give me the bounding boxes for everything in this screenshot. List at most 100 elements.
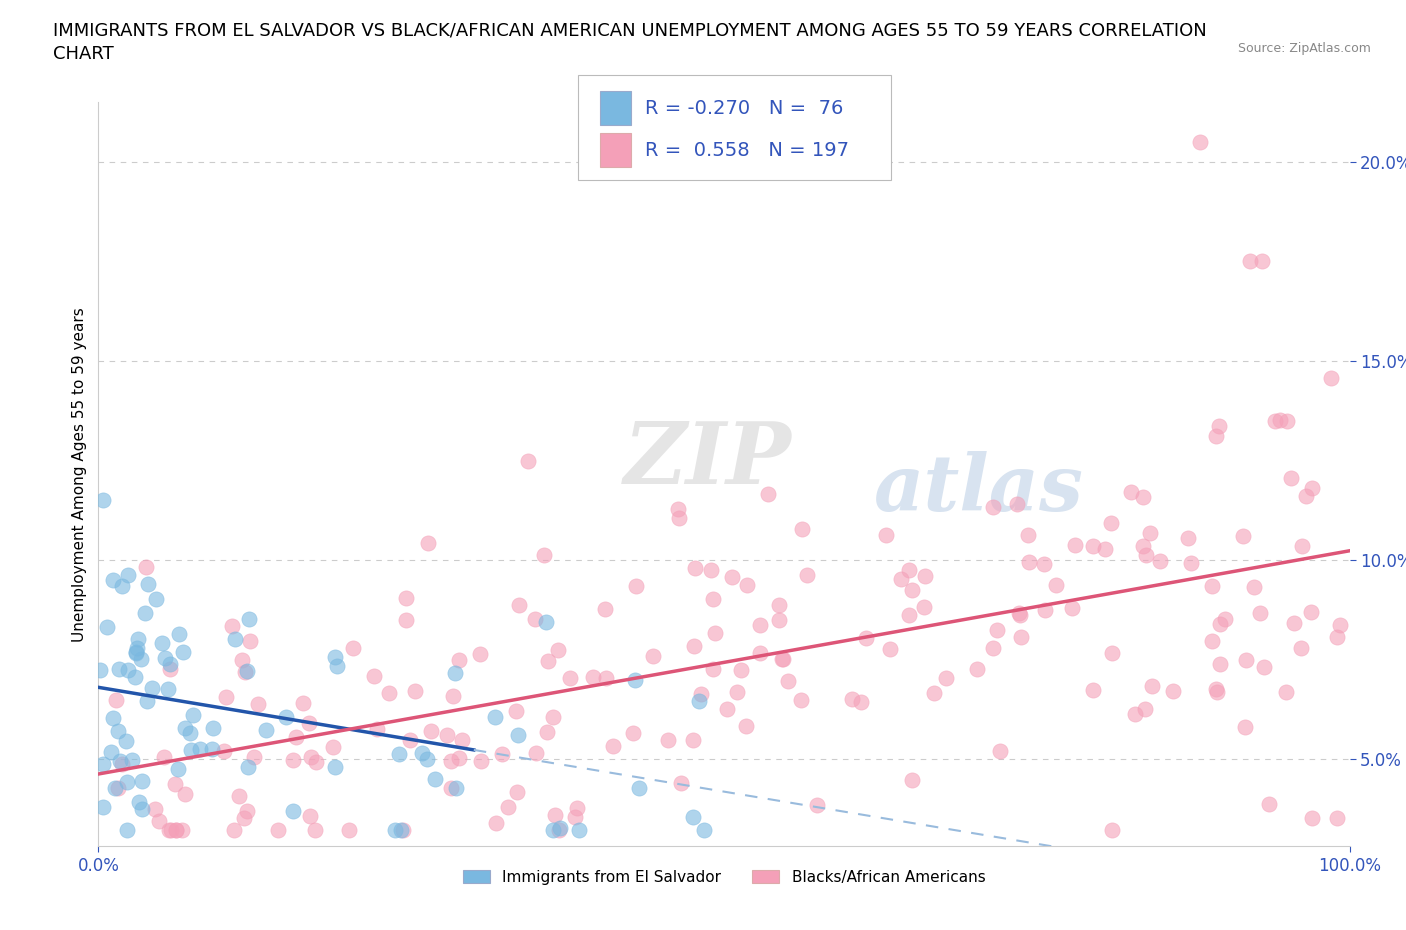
Point bbox=[768, 613, 790, 628]
Point bbox=[394, 613, 416, 628]
Point bbox=[1188, 135, 1211, 150]
Point bbox=[135, 560, 157, 575]
Point bbox=[595, 671, 617, 685]
Point bbox=[283, 752, 305, 767]
Point bbox=[160, 823, 183, 838]
Point bbox=[900, 773, 922, 788]
Point bbox=[624, 578, 647, 593]
Point bbox=[436, 728, 458, 743]
Point bbox=[156, 681, 179, 696]
Point bbox=[602, 738, 624, 753]
Point bbox=[107, 724, 129, 738]
Point bbox=[103, 573, 125, 588]
Point bbox=[165, 823, 187, 838]
Point bbox=[440, 754, 463, 769]
Point bbox=[1101, 645, 1123, 660]
Point bbox=[1249, 606, 1271, 621]
Point bbox=[748, 645, 770, 660]
Point bbox=[1320, 370, 1343, 385]
Point bbox=[506, 784, 529, 799]
Point bbox=[228, 789, 250, 804]
Point bbox=[988, 743, 1011, 758]
Point bbox=[231, 653, 253, 668]
Point bbox=[238, 759, 260, 774]
Point bbox=[298, 715, 321, 730]
Point bbox=[1205, 429, 1227, 444]
Point bbox=[1201, 578, 1223, 593]
Point bbox=[404, 684, 426, 698]
Point bbox=[114, 733, 136, 748]
Point bbox=[117, 775, 139, 790]
Point bbox=[155, 651, 177, 666]
Point bbox=[1132, 538, 1154, 553]
Point bbox=[849, 695, 872, 710]
Point bbox=[93, 757, 115, 772]
Point bbox=[125, 645, 148, 660]
Point bbox=[441, 689, 464, 704]
Point bbox=[1180, 556, 1202, 571]
Point bbox=[416, 751, 439, 766]
Point bbox=[107, 661, 129, 676]
Point bbox=[524, 611, 547, 626]
Point bbox=[267, 823, 290, 838]
Point bbox=[131, 773, 153, 788]
Point bbox=[690, 686, 713, 701]
Point bbox=[388, 747, 411, 762]
Point bbox=[440, 780, 463, 795]
Point bbox=[188, 741, 211, 756]
Point bbox=[725, 684, 748, 699]
Point bbox=[1233, 720, 1256, 735]
Point bbox=[128, 794, 150, 809]
Point bbox=[796, 568, 818, 583]
Point bbox=[284, 729, 307, 744]
Point bbox=[1264, 413, 1286, 428]
Point bbox=[1326, 811, 1348, 826]
Point bbox=[1251, 254, 1274, 269]
Point bbox=[720, 569, 742, 584]
Point bbox=[233, 665, 256, 680]
Point bbox=[127, 631, 149, 646]
Point bbox=[111, 756, 134, 771]
Point bbox=[1060, 601, 1083, 616]
Point bbox=[1258, 796, 1281, 811]
Point bbox=[451, 733, 474, 748]
Point bbox=[1326, 630, 1348, 644]
Point bbox=[157, 823, 180, 838]
Point bbox=[91, 800, 114, 815]
Point bbox=[107, 781, 129, 796]
Point bbox=[111, 578, 134, 593]
Point bbox=[337, 823, 360, 838]
Point bbox=[890, 571, 912, 586]
Point bbox=[131, 802, 153, 817]
Point bbox=[1149, 553, 1171, 568]
Point bbox=[666, 502, 689, 517]
Point bbox=[165, 777, 187, 791]
Point bbox=[124, 670, 146, 684]
Point bbox=[1299, 604, 1322, 619]
Point bbox=[1209, 617, 1232, 631]
Point bbox=[735, 578, 758, 593]
Point bbox=[304, 823, 326, 838]
Point bbox=[299, 809, 322, 824]
Point bbox=[1329, 618, 1351, 632]
Point bbox=[935, 671, 957, 685]
Point bbox=[517, 453, 540, 468]
Point bbox=[875, 527, 897, 542]
Point bbox=[444, 665, 467, 680]
Point bbox=[236, 804, 259, 818]
Point bbox=[159, 661, 181, 676]
Point bbox=[323, 759, 346, 774]
Point bbox=[1201, 633, 1223, 648]
Point bbox=[1205, 682, 1227, 697]
Point bbox=[1099, 515, 1122, 530]
Point bbox=[534, 614, 557, 629]
Point bbox=[730, 662, 752, 677]
Point bbox=[624, 672, 647, 687]
Point bbox=[1301, 811, 1323, 826]
Point bbox=[446, 780, 468, 795]
Point bbox=[1005, 497, 1028, 512]
Point bbox=[621, 726, 644, 741]
Point bbox=[568, 823, 591, 838]
Point bbox=[1133, 701, 1156, 716]
Point bbox=[685, 561, 707, 576]
